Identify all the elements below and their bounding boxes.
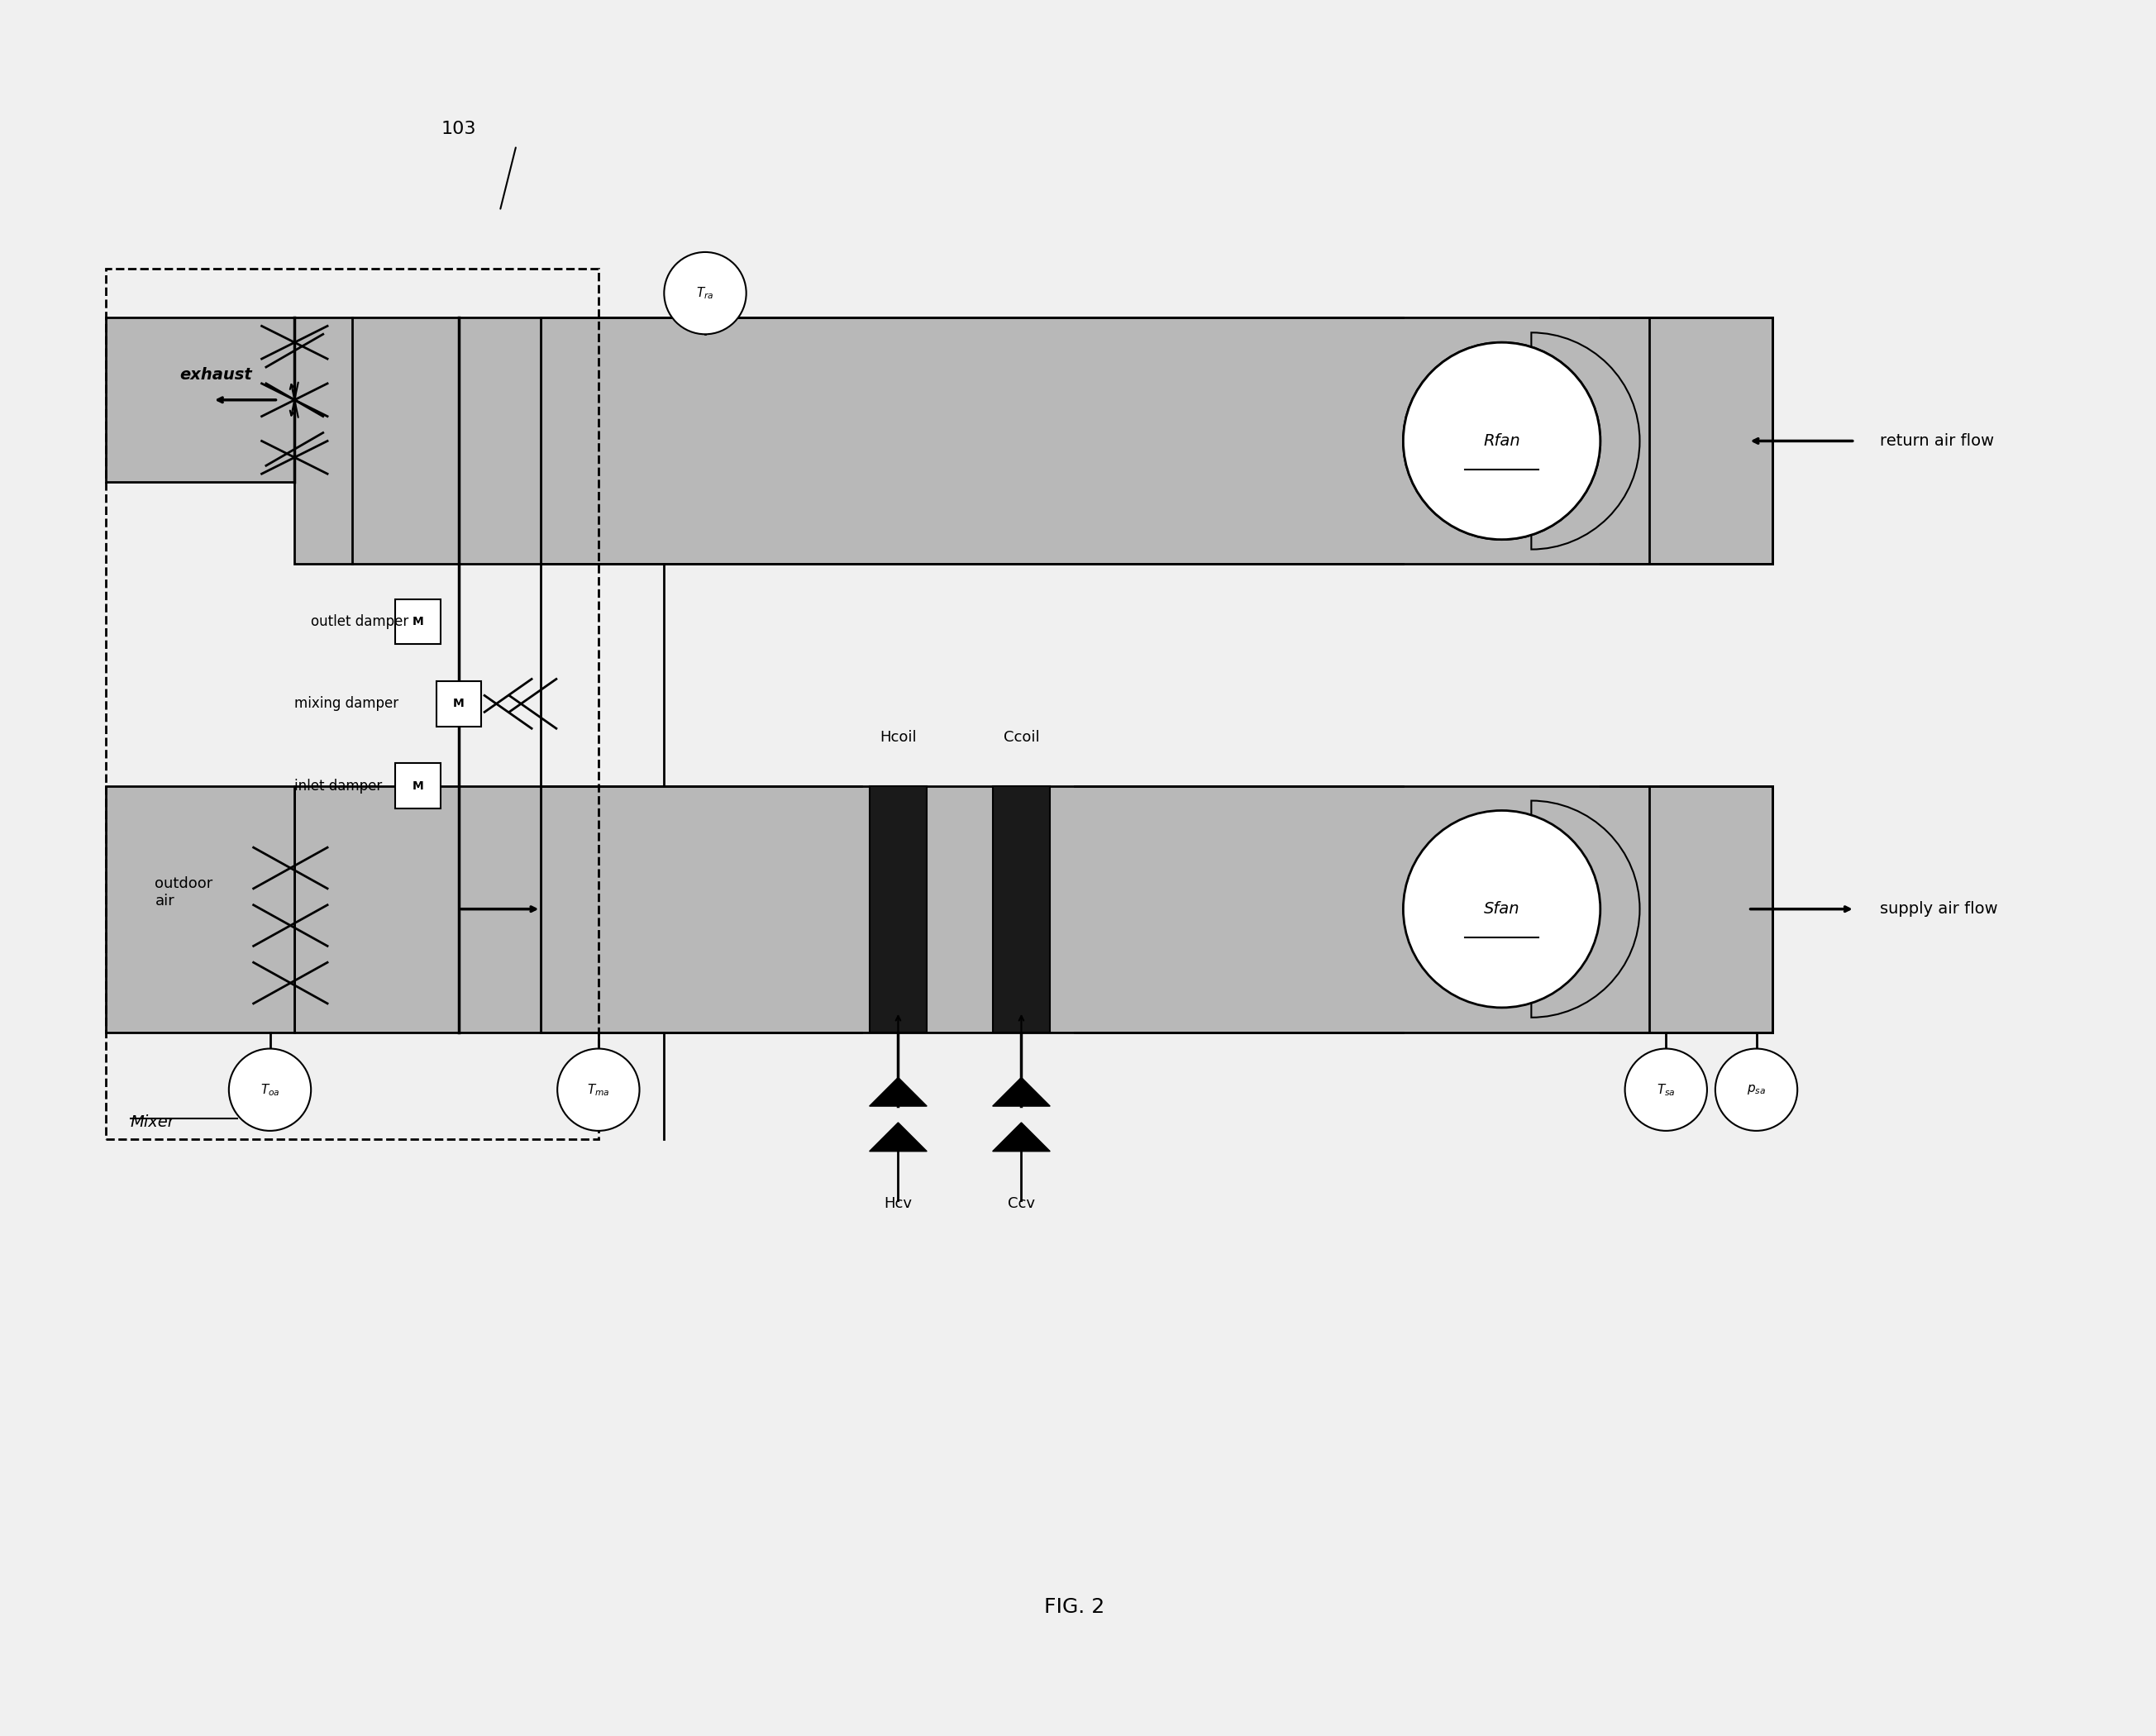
Text: $T_{sa}$: $T_{sa}$	[1656, 1082, 1675, 1097]
Wedge shape	[1531, 333, 1641, 549]
Text: $T_{ma}$: $T_{ma}$	[586, 1082, 610, 1097]
Text: $p_{sa}$: $p_{sa}$	[1746, 1083, 1766, 1097]
Polygon shape	[541, 786, 1772, 1033]
Polygon shape	[295, 786, 541, 1033]
Text: Mixer: Mixer	[129, 1115, 175, 1130]
Text: outdoor
air: outdoor air	[155, 877, 213, 908]
Polygon shape	[295, 318, 541, 564]
Polygon shape	[869, 1123, 927, 1151]
Polygon shape	[1649, 318, 1772, 564]
Bar	[395, 764, 440, 809]
Text: $T_{oa}$: $T_{oa}$	[261, 1082, 280, 1097]
Circle shape	[558, 1049, 640, 1130]
Circle shape	[1404, 811, 1600, 1007]
Polygon shape	[1649, 786, 1772, 1033]
Circle shape	[229, 1049, 310, 1130]
Text: Hcoil: Hcoil	[880, 729, 916, 745]
Text: M: M	[412, 616, 423, 627]
Circle shape	[1404, 342, 1600, 540]
Text: FIG. 2: FIG. 2	[1044, 1597, 1106, 1616]
Wedge shape	[1531, 800, 1641, 1017]
Circle shape	[1626, 1049, 1708, 1130]
Polygon shape	[106, 318, 295, 483]
Bar	[395, 599, 440, 644]
Bar	[869, 786, 927, 1033]
Text: Ccoil: Ccoil	[1003, 729, 1039, 745]
Polygon shape	[992, 1123, 1050, 1151]
Circle shape	[664, 252, 746, 335]
Text: return air flow: return air flow	[1880, 432, 1994, 450]
Text: Ccv: Ccv	[1007, 1196, 1035, 1212]
Text: mixing damper: mixing damper	[295, 696, 399, 712]
Text: outlet damper: outlet damper	[310, 615, 410, 628]
Text: Hcv: Hcv	[884, 1196, 912, 1212]
Circle shape	[1716, 1049, 1798, 1130]
Polygon shape	[869, 1078, 927, 1106]
Circle shape	[1404, 342, 1600, 540]
Polygon shape	[106, 786, 295, 1033]
Text: M: M	[412, 779, 423, 792]
Text: M: M	[453, 698, 464, 710]
Text: $T_{ra}$: $T_{ra}$	[696, 285, 714, 300]
Text: inlet damper: inlet damper	[295, 778, 382, 793]
Text: exhaust: exhaust	[179, 368, 252, 384]
Text: Sfan: Sfan	[1483, 901, 1520, 917]
Text: 103: 103	[442, 122, 476, 137]
Text: Rfan: Rfan	[1483, 432, 1520, 450]
Polygon shape	[992, 1078, 1050, 1106]
Polygon shape	[541, 318, 1772, 564]
Bar	[436, 681, 481, 726]
Bar	[992, 786, 1050, 1033]
Text: supply air flow: supply air flow	[1880, 901, 1996, 917]
